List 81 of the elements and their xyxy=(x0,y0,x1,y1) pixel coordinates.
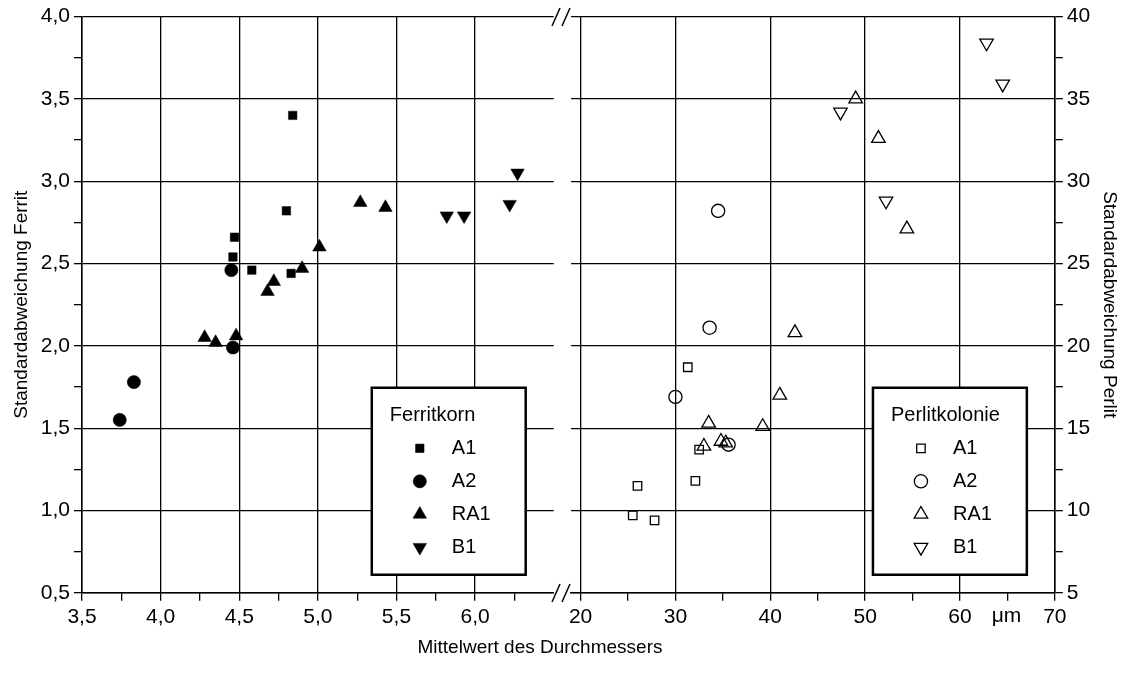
legend-label: A1 xyxy=(451,435,477,458)
point xyxy=(353,194,368,207)
y-tick-label: 1,0 xyxy=(40,497,70,521)
point xyxy=(112,413,127,427)
point xyxy=(878,196,894,210)
point xyxy=(286,268,296,278)
point xyxy=(627,510,638,521)
point xyxy=(224,263,239,277)
legend-label: A1 xyxy=(952,435,978,458)
y-tick-label: 2,0 xyxy=(40,332,70,356)
text: μm xyxy=(991,603,1022,627)
x-tick-label: 70 xyxy=(1043,604,1067,628)
legend-label: A2 xyxy=(451,468,477,491)
legend-label: B1 xyxy=(952,534,978,557)
y-tick-label: 4,0 xyxy=(40,3,70,27)
point xyxy=(208,334,223,347)
point xyxy=(713,432,729,446)
point xyxy=(632,480,643,491)
x-tick-label: 5,5 xyxy=(381,604,412,628)
x-tick-label: 3,5 xyxy=(67,604,97,628)
point xyxy=(127,375,141,389)
point xyxy=(702,320,717,335)
legend-title: Perlitkolonie xyxy=(890,402,1000,425)
point xyxy=(230,232,239,242)
x-tick-label: 50 xyxy=(853,604,877,628)
point xyxy=(668,389,683,405)
point xyxy=(690,475,701,486)
x-tick-label: 30 xyxy=(663,604,688,628)
legend-label: RA1 xyxy=(952,501,992,524)
y2-tick-label: 35 xyxy=(1066,85,1091,109)
y2-tick-label: 40 xyxy=(1066,3,1091,27)
x-tick-label: 6,0 xyxy=(460,604,490,628)
point xyxy=(755,418,771,432)
point xyxy=(682,362,693,373)
point xyxy=(378,199,393,212)
legend-label: B1 xyxy=(451,534,477,557)
point xyxy=(701,414,717,428)
point xyxy=(247,265,257,275)
y2-tick-label: 15 xyxy=(1066,414,1091,438)
legend-label: A2 xyxy=(952,468,978,491)
y-tick-label: 2,5 xyxy=(40,250,70,274)
legend-title: Ferritkorn xyxy=(389,402,476,425)
point xyxy=(649,515,660,526)
point xyxy=(228,252,238,262)
y-tick-label: 1,5 xyxy=(40,414,70,438)
point xyxy=(995,79,1011,93)
y2-tick-label: 10 xyxy=(1066,497,1091,521)
point xyxy=(266,273,281,286)
y-tick-label: 3,5 xyxy=(40,85,70,109)
y2-tick-label: 30 xyxy=(1066,168,1091,192)
point xyxy=(288,110,298,120)
point xyxy=(226,340,240,355)
point xyxy=(295,260,310,273)
x-tick-label: 5,0 xyxy=(303,604,333,628)
x-tick-label: 4,5 xyxy=(224,604,254,628)
point xyxy=(197,329,212,342)
point xyxy=(979,38,994,52)
point xyxy=(833,107,848,121)
point xyxy=(281,206,291,216)
y2-tick-label: 25 xyxy=(1066,250,1091,274)
y2-tick-label: 20 xyxy=(1066,332,1091,356)
point xyxy=(260,283,275,296)
legend-label: RA1 xyxy=(451,501,491,524)
y-tick-label: 3,0 xyxy=(40,168,70,192)
point xyxy=(787,324,803,338)
point xyxy=(721,437,736,452)
point xyxy=(696,437,712,451)
x-tick-label: 20 xyxy=(568,604,593,628)
y-tick-label: 0,5 xyxy=(40,579,70,603)
y2-axis-title: Standardabweichung Perlit xyxy=(1100,191,1122,419)
x-tick-label: 60 xyxy=(948,604,972,628)
x-tick-label: 4,0 xyxy=(146,604,176,628)
point xyxy=(718,434,734,448)
y2-tick-label: 5 xyxy=(1066,579,1079,603)
point xyxy=(772,386,788,400)
point xyxy=(312,239,327,252)
point xyxy=(710,203,726,219)
y-axis-title: Standardabweichung Ferrit xyxy=(9,189,31,419)
point xyxy=(229,327,244,341)
x-tick-label: 40 xyxy=(758,604,782,628)
x-axis-title: Mittelwert des Durchmessers xyxy=(416,636,664,658)
